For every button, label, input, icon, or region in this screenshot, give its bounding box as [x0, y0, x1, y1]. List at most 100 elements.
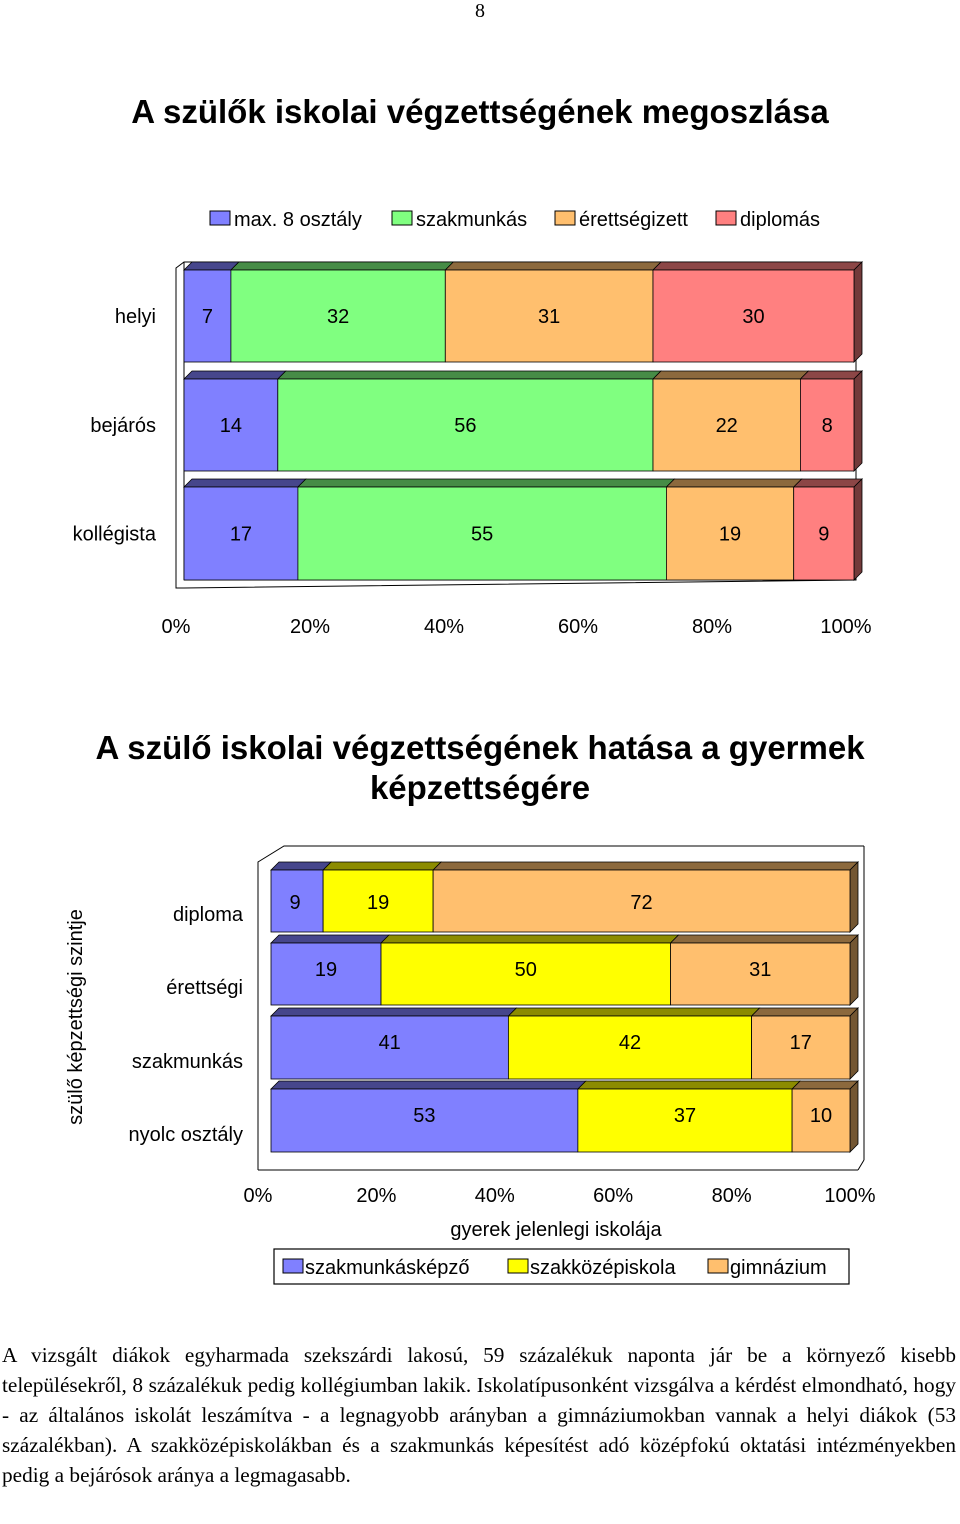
chart1-bar-face [800, 378, 855, 472]
chart2-bar-segment [380, 934, 680, 1006]
chart1-bar-face [277, 378, 654, 472]
chart2-legend-label-0: szakmunkásképző [305, 1257, 470, 1279]
chart2-title-line-1: A szülő iskolai végzettségének hatása a … [95, 729, 865, 766]
chart2-data-label: 37 [674, 1105, 696, 1127]
chart1-bar-face [230, 269, 446, 363]
chart2-bar-face [577, 1088, 793, 1153]
chart2-data-label: 31 [749, 959, 771, 981]
chart1-bar-segment [792, 478, 863, 581]
chart2-legend-swatch-2 [707, 1258, 729, 1274]
chart1-data-label: 14 [220, 415, 242, 437]
chart2-data-label: 72 [630, 892, 652, 914]
chart2-bar-segment [270, 1007, 518, 1080]
chart1-data-label: 9 [818, 524, 829, 546]
chart1-data-label: 8 [822, 415, 833, 437]
chart2-data-label: 50 [515, 959, 537, 981]
chart1-x-tick: 80% [692, 616, 732, 638]
chart-parent-education: max. 8 osztály szakmunkás érettségizett dip… [73, 209, 872, 638]
chart2-plot-frame [257, 845, 864, 1170]
chart2-bar-segment [750, 1007, 859, 1080]
chart2-x-tick: 0% [244, 1185, 273, 1207]
chart2-bar-segment [270, 934, 390, 1006]
chart1-bar-segment [665, 478, 803, 581]
chart2-legend-label-1: szakközépiskola [530, 1257, 677, 1279]
chart1-bar-face [652, 378, 801, 472]
chart1-bar-segment [296, 478, 676, 581]
chart2-bar-face [270, 869, 324, 933]
chart2-x-axis-label: gyerek jelenlegi iskolája [450, 1219, 662, 1241]
chart2-bar-top [270, 861, 333, 871]
chart2-bar-segment [669, 934, 859, 1006]
chart2-category-label: szakmunkás [132, 1051, 243, 1073]
chart2-x-tick: 80% [712, 1185, 752, 1207]
chart2-bar-top [270, 1080, 587, 1090]
chart2-bar-face [670, 942, 851, 1006]
page-number: 8 [475, 0, 485, 22]
chart1-bar-segment [799, 370, 863, 472]
chart1-category-label: kollégista [73, 524, 157, 546]
chart2-bar-top [507, 1007, 761, 1017]
chart2-bar-segment [270, 1080, 587, 1153]
body-paragraph: A vizsgált diákok egyharmada szekszárdi … [2, 1343, 956, 1487]
chart2-bar-segment [270, 861, 333, 933]
chart2-bar-top [576, 1080, 802, 1090]
chart1-category-label: bejárós [90, 415, 156, 437]
chart2-title: A szülő iskolai végzettségének hatása a … [0, 728, 960, 808]
chart2-bar-segment [432, 861, 859, 933]
chart1-bar-segment [444, 261, 662, 363]
chart2-bar-side [849, 1080, 859, 1153]
chart1-bar-segment [276, 370, 662, 472]
chart1-data-label: 56 [454, 415, 476, 437]
chart2-bar-segment [322, 861, 443, 933]
chart2-bar-segment [576, 1080, 802, 1153]
chart1-data-label: 30 [742, 306, 764, 328]
chart1-bar-segment [183, 478, 307, 581]
chart2-legend-swatch-0 [282, 1258, 304, 1274]
chart1-title: A szülők iskolai végzettségének megoszlá… [131, 93, 829, 130]
chart2-x-tick: 40% [475, 1185, 515, 1207]
chart2-data-label: 41 [379, 1032, 401, 1054]
chart2-bar-face [270, 1088, 579, 1153]
chart1-category-label: helyi [115, 306, 156, 328]
chart2-bar-side [849, 934, 859, 1006]
chart2-legend-label-2: gimnázium [730, 1257, 827, 1279]
chart2-x-tick: 20% [356, 1185, 396, 1207]
chart1-legend-swatch-0 [209, 210, 231, 226]
chart2-bar-face [791, 1088, 851, 1153]
chart1-legend-swatch-3 [715, 210, 737, 226]
chart2-x-tick: 100% [824, 1185, 875, 1207]
chart1-x-tick: 0% [162, 616, 191, 638]
chart2-category-label: nyolc osztály [129, 1124, 244, 1146]
chart1-legend: max. 8 osztály szakmunkás érettségizett dip… [209, 209, 820, 231]
chart2-data-label: 53 [413, 1105, 435, 1127]
chart2-category-label: diploma [173, 904, 244, 926]
chart1-x-tick: 60% [558, 616, 598, 638]
chart1-bar-segment [652, 370, 810, 472]
chart2-bar-face [270, 942, 382, 1006]
chart1-legend-swatch-2 [554, 210, 576, 226]
chart2-bar-top [791, 1080, 859, 1090]
chart1-bar-face [183, 486, 299, 581]
chart1-x-tick: 100% [820, 616, 871, 638]
chart-parent-effect: szülő képzettségi szintje diploma 9 19 72 ére… [65, 845, 876, 1285]
chart1-bar-segment [183, 370, 287, 472]
chart2-category-label: érettségi [166, 977, 243, 999]
chart1-data-label: 7 [202, 306, 213, 328]
chart1-data-label: 55 [471, 524, 493, 546]
chart1-x-tick: 40% [424, 616, 464, 638]
chart1-bar-face [297, 486, 667, 581]
chart1-data-label: 17 [230, 524, 252, 546]
chart1-bar-face [183, 378, 279, 472]
chart2-legend-swatch-1 [507, 1258, 529, 1274]
chart1-bar-face [652, 269, 855, 363]
chart2-bar-top [270, 934, 390, 944]
chart2-bar-face [432, 869, 851, 933]
chart2-legend: szakmunkásképző szakközépiskola gimnázium [273, 1248, 850, 1285]
chart2-bar-top [750, 1007, 859, 1017]
chart1-bar-face [793, 486, 855, 581]
chart2-data-label: 19 [315, 959, 337, 981]
chart1-bar-segment [229, 261, 455, 363]
chart2-title-line-2: képzettségére [369, 769, 591, 806]
chart2-bar-top [270, 1007, 518, 1017]
chart2-data-label: 10 [810, 1105, 832, 1127]
